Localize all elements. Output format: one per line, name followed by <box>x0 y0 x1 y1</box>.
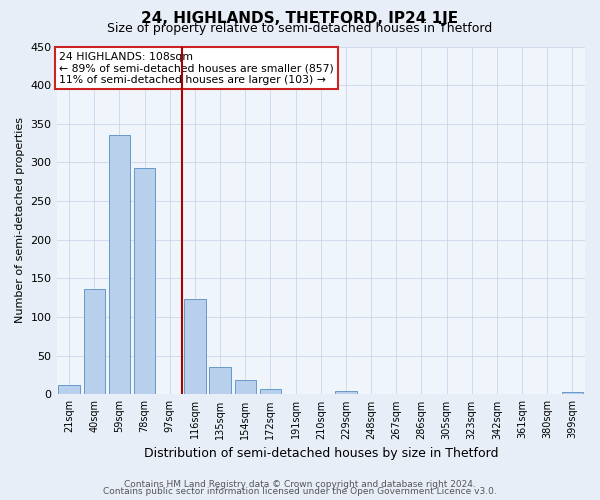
Bar <box>235 380 256 394</box>
Bar <box>209 368 231 394</box>
Text: 24, HIGHLANDS, THETFORD, IP24 1JE: 24, HIGHLANDS, THETFORD, IP24 1JE <box>142 11 458 26</box>
Text: Contains public sector information licensed under the Open Government Licence v3: Contains public sector information licen… <box>103 488 497 496</box>
Bar <box>58 385 80 394</box>
Bar <box>260 389 281 394</box>
Bar <box>184 298 206 394</box>
Bar <box>83 288 105 395</box>
Bar <box>335 390 356 394</box>
Bar <box>109 134 130 394</box>
Bar <box>134 168 155 394</box>
Y-axis label: Number of semi-detached properties: Number of semi-detached properties <box>15 118 25 324</box>
X-axis label: Distribution of semi-detached houses by size in Thetford: Distribution of semi-detached houses by … <box>143 447 498 460</box>
Text: 24 HIGHLANDS: 108sqm
← 89% of semi-detached houses are smaller (857)
11% of semi: 24 HIGHLANDS: 108sqm ← 89% of semi-detac… <box>59 52 334 85</box>
Text: Size of property relative to semi-detached houses in Thetford: Size of property relative to semi-detach… <box>107 22 493 35</box>
Text: Contains HM Land Registry data © Crown copyright and database right 2024.: Contains HM Land Registry data © Crown c… <box>124 480 476 489</box>
Bar <box>562 392 583 394</box>
